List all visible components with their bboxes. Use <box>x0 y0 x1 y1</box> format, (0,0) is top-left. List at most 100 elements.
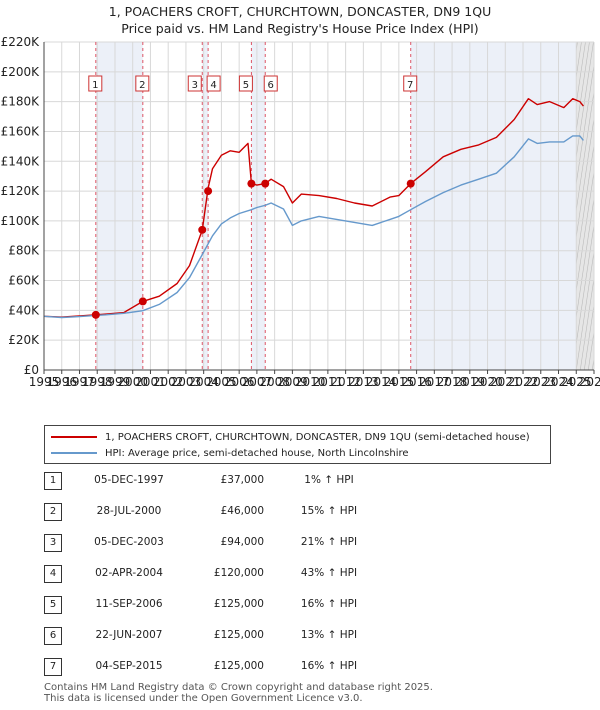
chart-title: 1, POACHERS CROFT, CHURCHTOWN, DONCASTER… <box>0 3 600 37</box>
forecast-hatch <box>576 63 594 186</box>
x-tick-label: 1999 <box>100 375 131 389</box>
x-tick-label: 1996 <box>46 375 77 389</box>
sale-price: £46,000 <box>220 505 264 517</box>
y-tick-label: £160K <box>1 124 41 138</box>
footer-copyright: Contains HM Land Registry data © Crown c… <box>44 682 433 693</box>
series-line-hpi <box>43 135 584 319</box>
y-tick-label: £200K <box>1 65 41 79</box>
price-chart: £0 £20K £40K £60K £80K £100K £120K £140K £160K £1… <box>1 35 600 389</box>
y-tick-label: £60K <box>8 274 40 288</box>
forecast-hatch <box>596 42 600 370</box>
sale-number-badge: 4 <box>44 565 62 583</box>
y-tick-label: £40K <box>8 303 40 317</box>
sale-label-box <box>187 75 202 92</box>
sale-date: 22-JUN-2007 <box>95 629 163 641</box>
x-tick-label: 2020 <box>472 375 503 389</box>
legend-item-property: 1, POACHERS CROFT, CHURCHTOWN, DONCASTER… <box>51 429 530 445</box>
sale-price: £37,000 <box>220 474 264 486</box>
x-tick-label: 2007 <box>242 375 273 389</box>
series-line-property <box>43 97 584 318</box>
forecast-hatch <box>579 276 594 370</box>
y-tick-label: £220K <box>1 35 41 49</box>
sale-point <box>204 187 213 196</box>
x-tick-label: 2005 <box>206 375 237 389</box>
legend-label-property: 1, POACHERS CROFT, CHURCHTOWN, DONCASTER… <box>105 431 530 443</box>
sale-label-box <box>403 75 418 92</box>
sale-label-number: 7 <box>407 80 413 91</box>
title-line-2: Price paid vs. HM Land Registry's House … <box>121 21 479 36</box>
x-tick-label: 2002 <box>153 375 184 389</box>
sale-point <box>261 179 270 188</box>
sale-price: £120,000 <box>213 567 264 579</box>
sale-hpi-change: 13% ↑ HPI <box>300 629 358 641</box>
sale-hpi-change: 1% ↑ HPI <box>304 474 354 486</box>
y-tick-label: £120K <box>1 184 41 198</box>
y-tick-label: £80K <box>8 244 40 258</box>
footer: Contains HM Land Registry data © Crown c… <box>44 682 433 704</box>
x-tick-label: 2003 <box>171 375 202 389</box>
sale-hpi-change: 15% ↑ HPI <box>300 505 358 517</box>
sale-point <box>138 297 147 306</box>
sale-number-badge: 1 <box>44 472 62 490</box>
forecast-hatch <box>576 249 594 370</box>
x-tick-label: 2024 <box>543 375 574 389</box>
y-tick-label: £180K <box>1 95 41 109</box>
sale-number-badge: 2 <box>44 503 62 521</box>
sale-point <box>198 225 207 234</box>
sale-label-box <box>135 75 150 92</box>
sale-date: 02-APR-2004 <box>95 567 163 579</box>
forecast-hatch <box>576 42 590 133</box>
sale-hpi-change: 43% ↑ HPI <box>300 567 358 579</box>
x-tick-label: 2009 <box>277 375 308 389</box>
forecast-hatch <box>576 223 594 346</box>
x-tick-label: 2021 <box>490 375 521 389</box>
sale-number-badge: 7 <box>44 658 62 676</box>
sale-label-number: 5 <box>243 80 249 91</box>
x-tick-label: 2000 <box>117 375 148 389</box>
sale-price: £125,000 <box>213 660 264 672</box>
x-tick-label: 2008 <box>259 375 290 389</box>
sale-date: 28-JUL-2000 <box>96 505 162 517</box>
y-tick-label: £100K <box>1 214 41 228</box>
forecast-hatch <box>576 89 594 213</box>
sale-date: 05-DEC-1997 <box>94 474 164 486</box>
sale-date: 04-SEP-2015 <box>95 660 163 672</box>
sale-point <box>91 310 100 319</box>
sale-row: 7 04-SEP-2015 £125,000 16% ↑ HPI <box>44 658 384 676</box>
x-tick-label: 2022 <box>508 375 539 389</box>
x-tick-label: 2018 <box>437 375 468 389</box>
x-tick-label: 2026 <box>579 375 600 389</box>
x-tick-label: 2019 <box>455 375 486 389</box>
sale-row: 6 22-JUN-2007 £125,000 13% ↑ HPI <box>44 627 384 645</box>
legend-item-hpi: HPI: Average price, semi-detached house,… <box>51 445 409 461</box>
y-tick-label: £20K <box>8 333 40 347</box>
x-tick-label: 1995 <box>29 375 60 389</box>
x-tick-label: 2006 <box>224 375 255 389</box>
sale-point <box>247 179 256 188</box>
forecast-hatch <box>583 303 594 370</box>
sale-row: 1 05-DEC-1997 £37,000 1% ↑ HPI <box>44 472 384 490</box>
forecast-hatch <box>576 143 594 266</box>
sale-date: 11-SEP-2006 <box>95 598 163 610</box>
sale-label-box <box>238 75 253 92</box>
sale-label-number: 3 <box>192 80 198 91</box>
sale-label-box <box>206 75 221 92</box>
sale-label-number: 6 <box>268 80 274 91</box>
sale-label-number: 1 <box>92 80 98 91</box>
shaded-period <box>251 42 266 370</box>
forecast-hatch <box>576 169 594 293</box>
sale-label-box <box>263 75 278 92</box>
x-tick-label: 1997 <box>64 375 95 389</box>
x-tick-label: 2023 <box>526 375 557 389</box>
sale-point <box>406 179 415 188</box>
x-tick-label: 2004 <box>188 375 219 389</box>
sale-price: £94,000 <box>220 536 264 548</box>
sale-price: £125,000 <box>213 598 264 610</box>
sale-label-number: 4 <box>210 80 216 91</box>
sale-number-badge: 5 <box>44 596 62 614</box>
sale-row: 5 11-SEP-2006 £125,000 16% ↑ HPI <box>44 596 384 614</box>
x-tick-label: 2001 <box>135 375 166 389</box>
sale-row: 2 28-JUL-2000 £46,000 15% ↑ HPI <box>44 503 384 521</box>
sale-label-number: 2 <box>139 80 145 91</box>
forecast-hatch <box>576 42 586 106</box>
